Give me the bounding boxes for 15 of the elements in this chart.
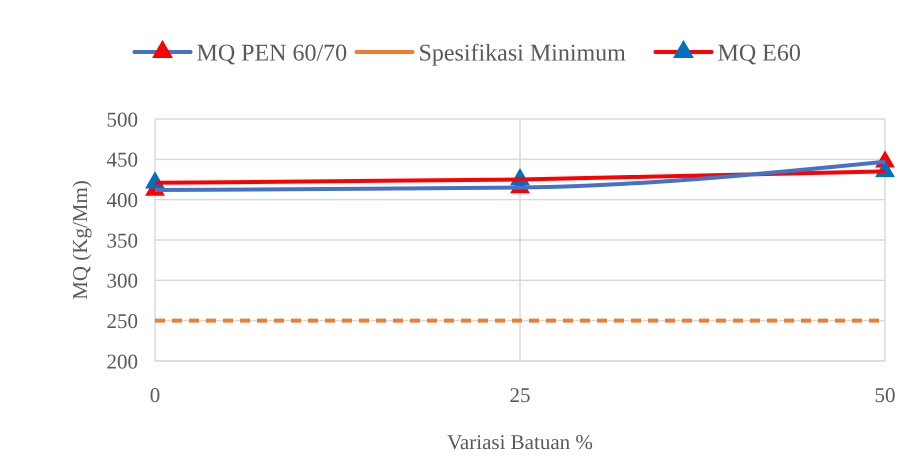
y-axis-title: MQ (Kg/Mm) [68, 180, 92, 300]
x-tick-label: 25 [510, 383, 530, 407]
y-tick-label: 300 [106, 268, 138, 293]
y-tick-label: 400 [106, 188, 138, 212]
y-tick-label: 450 [106, 148, 138, 172]
x-tick-label: 0 [150, 383, 160, 407]
y-tick-label: 350 [106, 228, 138, 252]
x-axis-title: Variasi Batuan % [447, 430, 593, 454]
y-tick-label: 200 [106, 349, 138, 374]
legend-label: MQ E60 [718, 40, 801, 66]
x-tick-label: 50 [874, 383, 896, 407]
legend-label: Spesifikasi Minimum [418, 40, 626, 66]
legend-label: MQ PEN 60/70 [196, 40, 348, 66]
y-tick-label: 250 [106, 309, 138, 334]
y-tick-label: 500 [106, 107, 138, 132]
